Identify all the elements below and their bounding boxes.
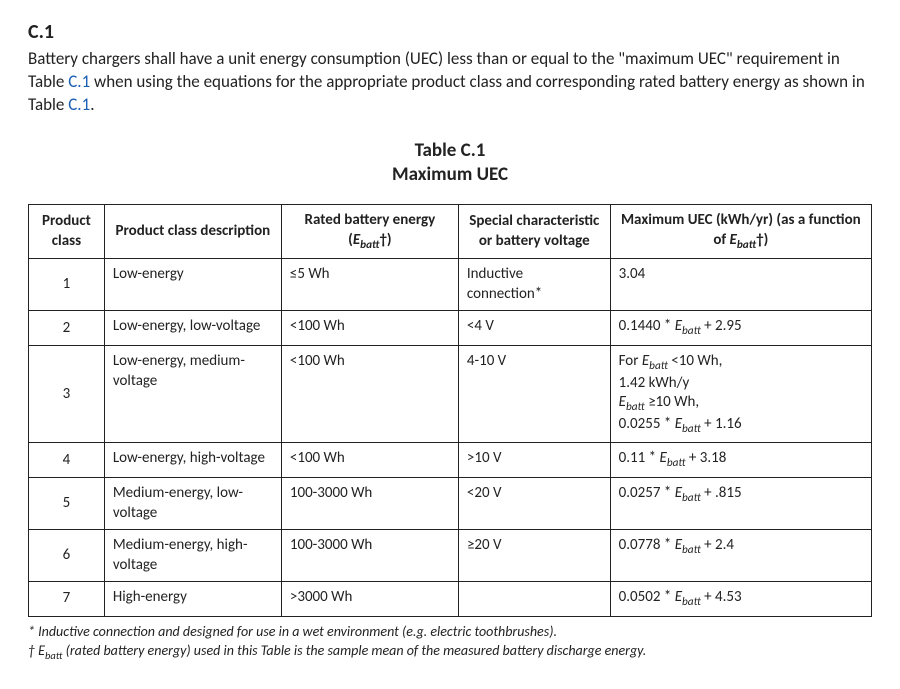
section-heading: C.1: [28, 20, 872, 44]
cell-energy: >3000 Wh: [281, 582, 458, 617]
cell-special: <20 V: [458, 478, 610, 530]
ebatt-symbol: Ebatt: [675, 536, 701, 554]
table-row: 2 Low-energy, low-voltage <100 Wh <4 V 0…: [29, 311, 872, 346]
table-row: 1 Low-energy ≤5 Wh Inductive connection*…: [29, 259, 872, 311]
uec-table: Product class Product class description …: [28, 204, 872, 616]
cell-energy: 100-3000 Wh: [281, 478, 458, 530]
ebatt-symbol: Ebatt: [642, 352, 668, 370]
cell-energy: <100 Wh: [281, 443, 458, 478]
cell-class: 4: [29, 443, 105, 478]
ebatt-symbol: Ebatt: [353, 231, 380, 249]
cell-uec: For Ebatt <10 Wh, 1.42 kWh/y Ebatt ≥10 W…: [610, 346, 871, 443]
footnotes: * Inductive connection and designed for …: [28, 623, 872, 663]
cell-special: [458, 582, 610, 617]
intro-paragraph: Battery chargers shall have a unit energ…: [28, 48, 872, 117]
table-subtitle: Maximum UEC: [28, 163, 872, 187]
cell-special: 4-10 V: [458, 346, 610, 443]
cell-class: 2: [29, 311, 105, 346]
col-header-special: Special characteristic or battery voltag…: [458, 205, 610, 259]
ebatt-symbol: Ebatt: [675, 415, 701, 433]
table-row: 5 Medium-energy, low-voltage 100-3000 Wh…: [29, 478, 872, 530]
table-row: 6 Medium-energy, high-voltage 100-3000 W…: [29, 530, 872, 582]
cell-uec: 0.0257 * Ebatt + .815: [610, 478, 871, 530]
cell-uec: 0.1440 * Ebatt + 2.95: [610, 311, 871, 346]
table-ref-link-1[interactable]: C.1: [68, 71, 90, 92]
ebatt-symbol: Ebatt: [38, 642, 62, 659]
table-row: 4 Low-energy, high-voltage <100 Wh >10 V…: [29, 443, 872, 478]
ebatt-symbol: Ebatt: [675, 317, 701, 335]
col-header-product-class: Product class: [29, 205, 105, 259]
cell-desc: Low-energy, medium-voltage: [104, 346, 281, 443]
intro-text-2: when using the equations for the appropr…: [28, 71, 865, 115]
intro-text-3: .: [90, 94, 94, 115]
cell-special: >10 V: [458, 443, 610, 478]
cell-class: 1: [29, 259, 105, 311]
cell-uec: 3.04: [610, 259, 871, 311]
cell-special: <4 V: [458, 311, 610, 346]
ebatt-symbol: Ebatt: [659, 449, 685, 467]
cell-special: ≥20 V: [458, 530, 610, 582]
cell-class: 3: [29, 346, 105, 443]
cell-energy: <100 Wh: [281, 346, 458, 443]
col-header-description: Product class description: [104, 205, 281, 259]
table-row: 3 Low-energy, medium-voltage <100 Wh 4-1…: [29, 346, 872, 443]
cell-desc: Low-energy, low-voltage: [104, 311, 281, 346]
cell-energy: ≤5 Wh: [281, 259, 458, 311]
ebatt-symbol: Ebatt: [675, 588, 701, 606]
cell-desc: High-energy: [104, 582, 281, 617]
ebatt-symbol: Ebatt: [619, 393, 645, 411]
cell-special: Inductive connection*: [458, 259, 610, 311]
cell-uec: 0.0778 * Ebatt + 2.4: [610, 530, 871, 582]
cell-class: 7: [29, 582, 105, 617]
cell-desc: Low-energy: [104, 259, 281, 311]
cell-class: 6: [29, 530, 105, 582]
table-row: 7 High-energy >3000 Wh 0.0502 * Ebatt + …: [29, 582, 872, 617]
table-title: Table C.1: [28, 139, 872, 163]
cell-energy: <100 Wh: [281, 311, 458, 346]
cell-desc: Medium-energy, low-voltage: [104, 478, 281, 530]
cell-energy: 100-3000 Wh: [281, 530, 458, 582]
cell-desc: Medium-energy, high-voltage: [104, 530, 281, 582]
col-header-rated-energy: Rated battery energy (Ebatt†): [281, 205, 458, 259]
table-header-row: Product class Product class description …: [29, 205, 872, 259]
cell-class: 5: [29, 478, 105, 530]
table-ref-link-2[interactable]: C.1: [68, 94, 90, 115]
footnote-inductive: * Inductive connection and designed for …: [28, 623, 872, 642]
cell-desc: Low-energy, high-voltage: [104, 443, 281, 478]
ebatt-symbol: Ebatt: [675, 484, 701, 502]
cell-uec: 0.11 * Ebatt + 3.18: [610, 443, 871, 478]
footnote-ebatt: † Ebatt (rated battery energy) used in t…: [28, 642, 872, 663]
cell-uec: 0.0502 * Ebatt + 4.53: [610, 582, 871, 617]
ebatt-symbol: Ebatt: [730, 231, 757, 249]
col-header-max-uec: Maximum UEC (kWh/yr) (as a function of E…: [610, 205, 871, 259]
